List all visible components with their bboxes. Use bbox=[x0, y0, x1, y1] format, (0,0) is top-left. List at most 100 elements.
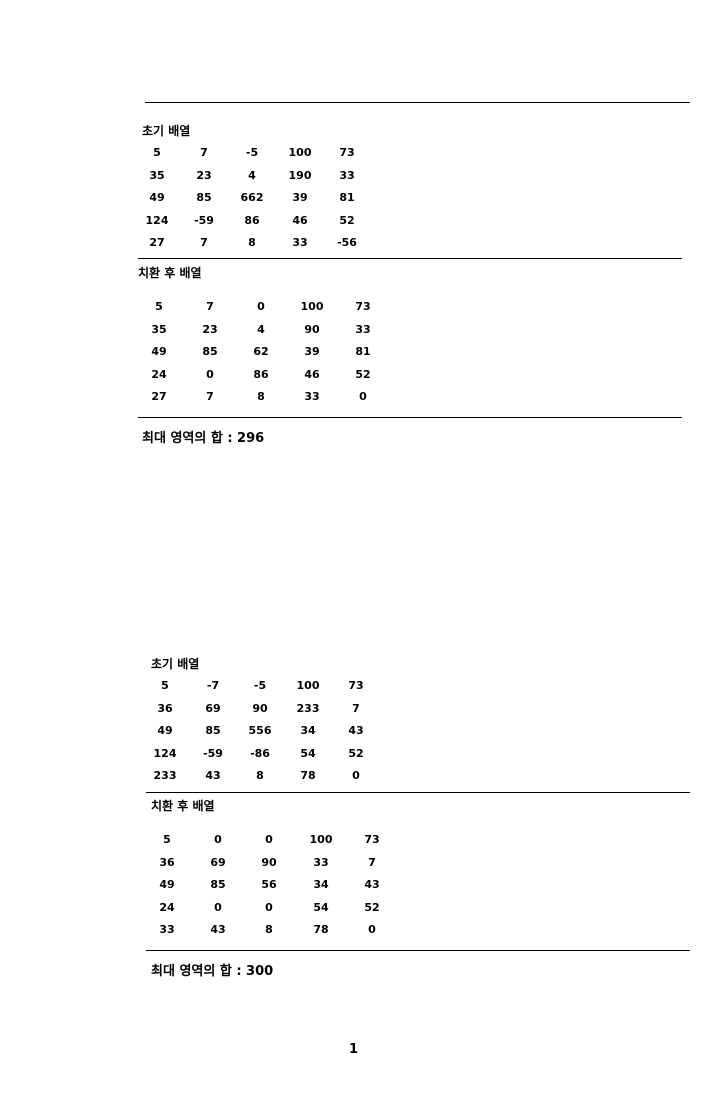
array-cell: 54 bbox=[300, 746, 316, 760]
array-cell: 49 bbox=[151, 345, 167, 358]
array-cell: 90 bbox=[252, 701, 268, 715]
array-cell: 34 bbox=[300, 724, 316, 737]
array-cell: 7 bbox=[206, 390, 214, 403]
divider bbox=[146, 950, 690, 951]
array-cell: 8 bbox=[257, 390, 265, 403]
array-cell: 36 bbox=[157, 701, 173, 715]
array-cell: 49 bbox=[157, 724, 173, 737]
array-cell: 7 bbox=[200, 146, 208, 159]
array-cell: 100 bbox=[288, 146, 312, 159]
array-cell: 0 bbox=[257, 300, 265, 313]
initial-array-label: 초기 배열 bbox=[142, 124, 191, 138]
array-cell: 233 bbox=[296, 701, 320, 715]
replaced-array-label: 치환 후 배열 bbox=[151, 799, 215, 813]
array-cell: 0 bbox=[352, 769, 360, 782]
array-cell: 86 bbox=[244, 213, 260, 227]
array-cell: 0 bbox=[265, 833, 273, 846]
array-cell: -5 bbox=[245, 146, 259, 159]
array-cell: 23 bbox=[202, 322, 218, 336]
array-cell: 7 bbox=[206, 300, 214, 313]
array-cell: 33 bbox=[292, 236, 308, 249]
array-cell: 33 bbox=[304, 390, 320, 403]
array-cell: 56 bbox=[261, 878, 277, 891]
array-cell: 49 bbox=[149, 191, 165, 204]
array-cell: -56 bbox=[337, 236, 357, 249]
array-cell: 81 bbox=[339, 191, 355, 204]
array-cell: 33 bbox=[159, 923, 175, 936]
divider bbox=[138, 258, 682, 259]
array-cell: 24 bbox=[151, 367, 167, 381]
array-cell: 73 bbox=[355, 300, 371, 313]
array-cell: 90 bbox=[304, 322, 320, 336]
array-cell: 78 bbox=[300, 769, 316, 782]
array-cell: 39 bbox=[304, 345, 320, 358]
array-cell: 0 bbox=[359, 390, 367, 403]
array-cell: 8 bbox=[265, 923, 273, 936]
array-cell: 5 bbox=[163, 833, 171, 846]
array-cell: 233 bbox=[153, 769, 177, 782]
array-cell: 100 bbox=[296, 679, 320, 692]
array-cell: 78 bbox=[313, 923, 329, 936]
array-cell: 85 bbox=[202, 345, 218, 358]
array-cell: 190 bbox=[288, 168, 312, 182]
array-cell: 85 bbox=[205, 724, 221, 737]
array-cell: 124 bbox=[145, 213, 169, 227]
array-cell: 8 bbox=[248, 236, 256, 249]
array-cell: 52 bbox=[348, 746, 364, 760]
array-cell: 85 bbox=[210, 878, 226, 891]
array-cell: 8 bbox=[256, 769, 264, 782]
page-number: 1 bbox=[349, 1042, 359, 1057]
array-cell: 24 bbox=[159, 900, 175, 914]
max-region-sum: 최대 영역의 합 : 296 bbox=[142, 431, 265, 446]
array-cell: 52 bbox=[355, 367, 371, 381]
array-cell: 73 bbox=[339, 146, 355, 159]
array-cell: 27 bbox=[149, 236, 165, 249]
array-cell: -59 bbox=[203, 746, 223, 760]
array-cell: 4 bbox=[257, 322, 265, 336]
array-cell: 69 bbox=[205, 701, 221, 715]
array-cell: 52 bbox=[364, 900, 380, 914]
array-cell: 4 bbox=[248, 168, 256, 182]
array-cell: 43 bbox=[205, 769, 221, 782]
array-cell: 124 bbox=[153, 746, 177, 760]
array-cell: 33 bbox=[355, 322, 371, 336]
divider bbox=[138, 417, 682, 418]
array-cell: 7 bbox=[200, 236, 208, 249]
array-cell: -5 bbox=[253, 679, 267, 692]
array-cell: 54 bbox=[313, 900, 329, 914]
array-cell: 85 bbox=[196, 191, 212, 204]
array-cell: 36 bbox=[159, 855, 175, 869]
array-cell: 0 bbox=[265, 900, 273, 914]
initial-array-label: 초기 배열 bbox=[151, 657, 200, 671]
array-cell: 33 bbox=[339, 168, 355, 182]
array-cell: -86 bbox=[250, 746, 270, 760]
array-cell: 0 bbox=[206, 367, 214, 381]
array-cell: 90 bbox=[261, 855, 277, 869]
array-cell: 73 bbox=[348, 679, 364, 692]
array-cell: 62 bbox=[253, 345, 269, 358]
array-cell: 5 bbox=[155, 300, 163, 313]
array-cell: 43 bbox=[210, 923, 226, 936]
array-cell: 662 bbox=[240, 191, 264, 204]
array-cell: 86 bbox=[253, 367, 269, 381]
array-cell: 35 bbox=[149, 168, 165, 182]
array-cell: 35 bbox=[151, 322, 167, 336]
array-cell: 69 bbox=[210, 855, 226, 869]
array-cell: 100 bbox=[309, 833, 333, 846]
replaced-array-label: 치환 후 배열 bbox=[138, 266, 202, 280]
array-cell: 73 bbox=[364, 833, 380, 846]
array-cell: 0 bbox=[214, 900, 222, 914]
max-region-sum: 최대 영역의 합 : 300 bbox=[151, 964, 274, 979]
array-cell: -7 bbox=[206, 679, 220, 692]
array-cell: 5 bbox=[161, 679, 169, 692]
array-cell: 0 bbox=[214, 833, 222, 846]
array-cell: 7 bbox=[368, 855, 376, 869]
array-cell: 34 bbox=[313, 878, 329, 891]
array-cell: 43 bbox=[348, 724, 364, 737]
divider bbox=[146, 792, 690, 793]
array-cell: 33 bbox=[313, 855, 329, 869]
array-cell: 23 bbox=[196, 168, 212, 182]
array-cell: 46 bbox=[292, 213, 308, 227]
array-cell: 27 bbox=[151, 390, 167, 403]
array-cell: 81 bbox=[355, 345, 371, 358]
